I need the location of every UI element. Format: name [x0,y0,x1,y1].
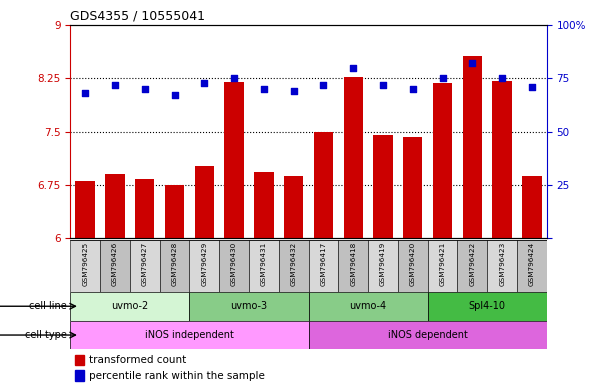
Bar [309,292,428,321]
Bar [75,355,84,366]
Point [497,75,507,81]
Text: GSM796420: GSM796420 [410,242,416,286]
Text: GSM796422: GSM796422 [469,242,475,286]
Bar [398,240,428,292]
Bar [130,240,159,292]
Bar [254,172,274,238]
Bar [522,176,541,238]
Point [80,90,90,96]
Point [199,79,209,86]
Text: GSM796423: GSM796423 [499,242,505,286]
Text: GSM796429: GSM796429 [201,242,207,286]
Bar [224,82,244,238]
Bar [309,321,547,349]
Bar [105,174,125,238]
Point [408,86,418,92]
Point [170,92,180,98]
Bar [403,137,422,238]
Text: GSM796425: GSM796425 [82,242,88,286]
Bar [368,240,398,292]
Text: uvmo-3: uvmo-3 [230,301,268,311]
Point [140,86,150,92]
Point [348,65,358,71]
Bar [458,240,488,292]
Bar [189,240,219,292]
Bar [195,166,214,238]
Bar [314,131,333,238]
Text: GSM796426: GSM796426 [112,242,118,286]
Text: cell type: cell type [25,330,67,340]
Bar [219,240,249,292]
Point [259,86,269,92]
Bar [76,181,95,238]
Bar [70,321,309,349]
Bar [135,179,155,238]
Bar [492,81,512,238]
Bar [463,56,482,238]
Bar [309,240,338,292]
Bar [517,240,547,292]
Text: GSM796428: GSM796428 [172,242,178,286]
Text: GSM796424: GSM796424 [529,242,535,286]
Text: uvmo-4: uvmo-4 [349,301,387,311]
Bar [373,135,393,238]
Bar [428,240,458,292]
Text: GSM796427: GSM796427 [142,242,148,286]
Text: GSM796431: GSM796431 [261,242,267,286]
Text: GSM796417: GSM796417 [320,242,326,286]
Bar [343,77,363,238]
Text: cell line: cell line [29,301,67,311]
Text: GDS4355 / 10555041: GDS4355 / 10555041 [70,9,205,22]
Text: iNOS independent: iNOS independent [145,330,234,340]
Point [437,75,447,81]
Text: transformed count: transformed count [89,355,186,365]
Text: GSM796419: GSM796419 [380,242,386,286]
Bar [338,240,368,292]
Bar [70,240,100,292]
Point [110,81,120,88]
Text: GSM796430: GSM796430 [231,242,237,286]
Text: GSM796432: GSM796432 [291,242,297,286]
Bar [75,370,84,381]
Bar [433,83,452,238]
Point [289,88,299,94]
Bar [159,240,189,292]
Text: uvmo-2: uvmo-2 [111,301,148,311]
Text: percentile rank within the sample: percentile rank within the sample [89,371,265,381]
Bar [249,240,279,292]
Point [467,60,477,66]
Text: GSM796421: GSM796421 [439,242,445,286]
Bar [488,240,517,292]
Point [378,81,388,88]
Bar [279,240,309,292]
Bar [428,292,547,321]
Point [229,75,239,81]
Bar [100,240,130,292]
Text: iNOS dependent: iNOS dependent [388,330,467,340]
Bar [70,292,189,321]
Point [527,84,537,90]
Point [318,81,328,88]
Bar [165,185,184,238]
Text: Spl4-10: Spl4-10 [469,301,506,311]
Bar [284,176,303,238]
Text: GSM796418: GSM796418 [350,242,356,286]
Bar [189,292,309,321]
